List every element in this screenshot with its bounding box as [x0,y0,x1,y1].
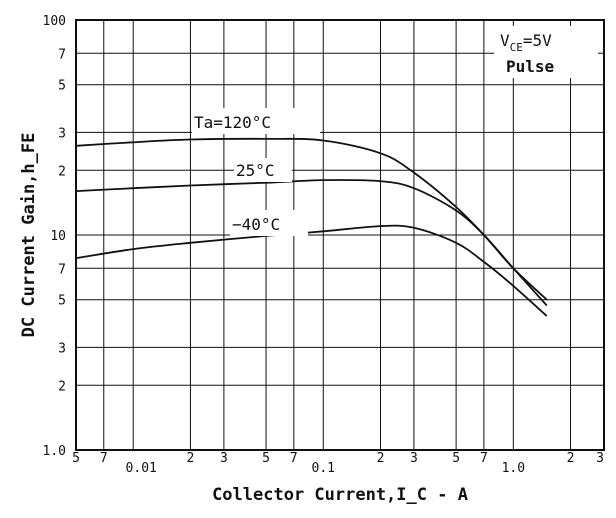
y-tick-label-8: 3 [58,341,66,356]
ta25-label-bg [234,158,292,182]
y-tick-label-1: 7 [58,47,66,62]
y-tick-label-6: 7 [58,262,66,277]
y-tick-label-4: 2 [58,164,66,179]
x-tick-label-2: 0.01 [126,461,157,476]
x-tick-label-12: 1.0 [502,461,525,476]
x-tick-label-5: 5 [262,451,270,466]
x-tick-label-1: 7 [100,451,108,466]
x-tick-label-9: 3 [410,451,418,466]
x-tick-label-10: 5 [452,451,460,466]
tam40-label-bg [230,210,308,236]
x-tick-label-4: 3 [220,451,228,466]
series-line-2 [75,224,548,317]
y-tick-label-10: 1.0 [43,444,66,459]
ta120-label-bg [192,108,320,134]
grid [75,19,605,451]
x-axis-title: Collector Current,I_C - A [212,485,468,505]
vce-label: VCE=5V [500,31,552,54]
x-tick-label-3: 2 [187,451,195,466]
y-tick-label-2: 5 [58,79,66,94]
series-label-120c: Ta=120°C [194,113,271,132]
x-tick-label-14: 3 [596,451,604,466]
y-tick-label-9: 2 [58,379,66,394]
series-lines [75,137,548,317]
y-axis-title: DC Current Gain,h_FE [19,133,39,338]
series-line-1 [75,179,548,307]
y-tick-label-5: 10 [50,229,66,244]
y-tick-label-0: 100 [43,14,66,29]
series-label-25c: 25°C [236,161,275,180]
x-tick-label-6: 7 [290,451,298,466]
x-tick-label-11: 7 [480,451,488,466]
y-tick-label-7: 5 [58,294,66,309]
y-tick-labels: 100 7 5 3 2 10 7 5 3 2 1.0 [43,14,66,459]
x-tick-labels: 5 7 0.01 2 3 5 7 0.1 2 3 5 7 1.0 2 3 [72,451,604,476]
series-line-0 [75,137,548,301]
condition-box [494,26,598,78]
series-label-m40c: −40°C [232,215,280,234]
pulse-label: Pulse [506,57,554,76]
y-tick-label-3: 3 [58,126,66,141]
plot-frame [75,19,605,451]
x-tick-label-0: 5 [72,451,80,466]
x-tick-label-8: 2 [377,451,385,466]
x-tick-label-7: 0.1 [312,461,335,476]
x-tick-label-13: 2 [567,451,575,466]
